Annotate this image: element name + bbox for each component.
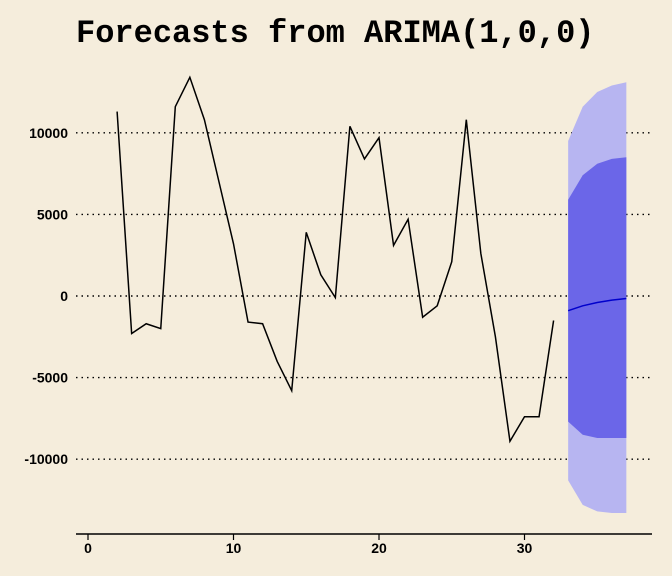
y-axis: 10000 5000 0 -5000 -10000	[24, 125, 68, 467]
y-tick-label: -10000	[24, 451, 68, 467]
forecast-intervals	[568, 82, 627, 514]
chart-title: Forecasts from ARIMA(1,0,0)	[76, 15, 594, 52]
forecast-mean-line	[567, 297, 627, 312]
x-tick-label: 30	[517, 540, 533, 556]
y-tick-label: 10000	[29, 125, 68, 141]
y-tick-label: 0	[60, 288, 68, 304]
x-tick-label: 20	[371, 540, 387, 556]
x-tick-label: 10	[226, 540, 242, 556]
series-line	[116, 75, 555, 444]
y-tick-label: 5000	[37, 206, 68, 222]
grid-lines	[76, 132, 652, 460]
y-tick-label: -5000	[32, 370, 68, 386]
x-axis: 0 10 20 30	[76, 533, 652, 556]
x-tick-label: 0	[84, 540, 92, 556]
series-lines	[116, 75, 627, 444]
forecast-band-80	[568, 157, 627, 438]
